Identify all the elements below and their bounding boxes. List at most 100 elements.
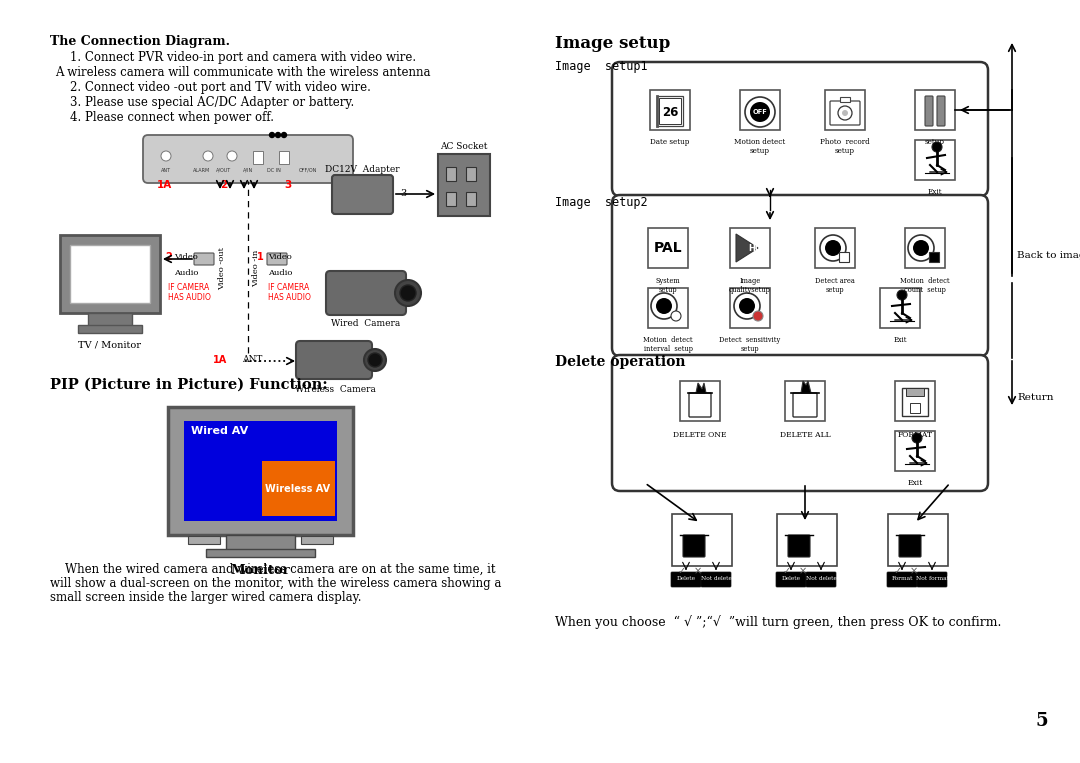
Bar [188, 536, 220, 544]
Bar [672, 514, 732, 566]
Circle shape [912, 433, 922, 443]
Text: Not delete: Not delete [806, 577, 836, 581]
Text: Image  setup1: Image setup1 [555, 60, 648, 73]
Bar [60, 235, 160, 313]
Circle shape [838, 106, 852, 120]
Bar [915, 90, 955, 130]
Text: 5: 5 [1036, 712, 1049, 730]
FancyBboxPatch shape [689, 393, 711, 417]
Text: Video: Video [268, 253, 292, 261]
Text: OFF: OFF [753, 109, 768, 115]
FancyBboxPatch shape [777, 572, 806, 587]
Text: AC Socket: AC Socket [441, 142, 488, 151]
Bar [839, 252, 849, 262]
Bar [446, 192, 456, 206]
FancyBboxPatch shape [701, 572, 731, 587]
Text: DELETE ONE: DELETE ONE [673, 431, 727, 439]
Text: Video -out: Video -out [218, 246, 226, 289]
Text: DELETE ALL: DELETE ALL [780, 431, 831, 439]
Bar [777, 514, 837, 566]
Text: Detect  sensitivity
setup: Detect sensitivity setup [719, 336, 781, 353]
Bar [226, 535, 295, 550]
Bar [648, 228, 688, 268]
Text: A wireless camera will communicate with the wireless antenna: A wireless camera will communicate with … [55, 66, 431, 79]
Circle shape [734, 293, 760, 319]
Bar [446, 167, 456, 181]
FancyBboxPatch shape [612, 195, 988, 356]
FancyBboxPatch shape [887, 572, 917, 587]
FancyBboxPatch shape [143, 135, 353, 183]
Text: 1A: 1A [213, 355, 227, 365]
Circle shape [908, 235, 934, 261]
Text: Return: Return [1017, 394, 1053, 403]
FancyBboxPatch shape [612, 355, 988, 491]
Polygon shape [801, 381, 811, 393]
Circle shape [739, 298, 755, 314]
FancyBboxPatch shape [612, 62, 988, 196]
Bar [740, 90, 780, 130]
Circle shape [656, 298, 672, 314]
Bar [825, 90, 865, 130]
FancyBboxPatch shape [924, 96, 933, 126]
Bar [301, 536, 333, 544]
Text: 26: 26 [662, 105, 678, 118]
Circle shape [368, 353, 382, 367]
FancyBboxPatch shape [899, 535, 921, 557]
Circle shape [203, 151, 213, 161]
Bar [657, 96, 683, 126]
Bar [906, 388, 924, 396]
Text: ✓: ✓ [678, 566, 686, 576]
Text: ✓: ✓ [894, 566, 902, 576]
FancyBboxPatch shape [267, 253, 287, 265]
FancyBboxPatch shape [194, 253, 214, 265]
Circle shape [745, 97, 775, 127]
Circle shape [750, 102, 770, 122]
Bar [895, 431, 935, 471]
Bar [785, 381, 825, 421]
Polygon shape [696, 383, 706, 393]
Bar [465, 192, 476, 206]
Text: Photo  record
setup: Photo record setup [820, 138, 869, 155]
Text: Motion  detect
count  setup: Motion detect count setup [901, 277, 949, 295]
Circle shape [932, 142, 942, 152]
Circle shape [671, 311, 681, 321]
Bar [915, 140, 955, 180]
Text: PIP (Picture in Picture) Function:: PIP (Picture in Picture) Function: [50, 378, 327, 392]
Circle shape [825, 240, 841, 256]
Text: Delete: Delete [782, 577, 800, 581]
Text: 1. Connect PVR video-in port and camera with video wire.: 1. Connect PVR video-in port and camera … [70, 51, 416, 64]
Bar [438, 154, 490, 216]
Text: When you choose  “ √ ”;“√  ”will turn green, then press OK to confirm.: When you choose “ √ ”;“√ ”will turn gree… [555, 615, 1001, 629]
Text: Image
qualitysetup: Image qualitysetup [729, 277, 771, 295]
Bar [815, 228, 855, 268]
Bar [659, 98, 681, 124]
Text: Not format: Not format [916, 577, 948, 581]
Bar [206, 549, 315, 557]
Bar [888, 514, 948, 566]
Text: Video -in: Video -in [252, 250, 260, 287]
Text: ×: × [694, 566, 702, 576]
Circle shape [400, 285, 416, 301]
FancyBboxPatch shape [296, 341, 372, 379]
Text: HAS AUDIO: HAS AUDIO [268, 294, 311, 302]
Text: Detect area
setup: Detect area setup [815, 277, 855, 295]
Text: Motion  detect
interval  setup: Motion detect interval setup [644, 336, 692, 353]
Text: Image setup: Image setup [555, 35, 671, 52]
Text: A/IN: A/IN [243, 168, 253, 173]
Text: FORMAT: FORMAT [897, 431, 932, 439]
FancyBboxPatch shape [671, 572, 701, 587]
Circle shape [913, 240, 929, 256]
Bar [905, 228, 945, 268]
Text: 2: 2 [165, 252, 172, 262]
Text: HQ: HQ [748, 243, 761, 253]
Bar [184, 421, 337, 521]
FancyBboxPatch shape [793, 393, 816, 417]
Text: 1: 1 [257, 252, 264, 262]
Text: Format: Format [891, 577, 913, 581]
FancyBboxPatch shape [937, 96, 945, 126]
Text: PAL: PAL [653, 241, 683, 255]
Text: Video: Video [174, 253, 198, 261]
Text: Image  setup2: Image setup2 [555, 196, 648, 209]
Circle shape [651, 293, 677, 319]
Text: Not delete: Not delete [701, 577, 731, 581]
